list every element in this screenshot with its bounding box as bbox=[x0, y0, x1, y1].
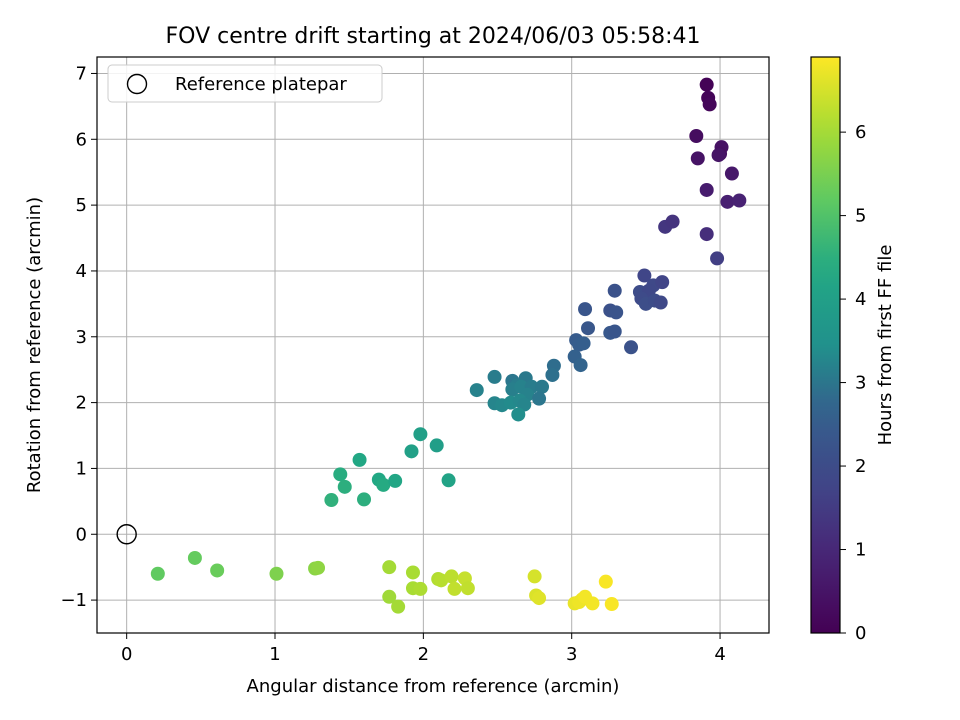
colorbar-tick-label: 4 bbox=[855, 289, 866, 310]
colorbar-tick-label: 2 bbox=[855, 456, 866, 477]
x-axis-label: Angular distance from reference (arcmin) bbox=[247, 676, 620, 697]
y-tick-label: 3 bbox=[76, 327, 87, 348]
colorbar-label: Hours from first FF file bbox=[875, 245, 896, 446]
data-point bbox=[604, 597, 619, 612]
data-point bbox=[150, 566, 165, 581]
colorbar-tick-label: 6 bbox=[855, 122, 866, 143]
data-point bbox=[444, 569, 459, 584]
data-point bbox=[532, 591, 547, 606]
reference-platepar-marker bbox=[116, 524, 137, 545]
legend-label-reference: Reference platepar bbox=[175, 74, 347, 95]
y-tick-label: 5 bbox=[76, 195, 87, 216]
data-points bbox=[150, 77, 747, 614]
data-point bbox=[357, 492, 372, 507]
y-axis-label: Rotation from reference (arcmin) bbox=[24, 197, 45, 493]
colorbar-ticks: 0 1 2 3 4 5 6 bbox=[840, 122, 866, 644]
data-point bbox=[210, 563, 225, 578]
data-point bbox=[689, 128, 704, 143]
data-point bbox=[545, 367, 560, 382]
data-point bbox=[269, 566, 284, 581]
data-point bbox=[469, 383, 484, 398]
x-tick-label: 4 bbox=[714, 644, 725, 665]
data-point bbox=[311, 560, 326, 575]
data-point bbox=[637, 268, 652, 283]
data-point bbox=[624, 340, 639, 355]
data-point bbox=[573, 358, 588, 373]
data-point bbox=[665, 214, 680, 229]
data-point bbox=[429, 438, 444, 453]
data-point bbox=[333, 467, 348, 482]
data-point bbox=[460, 581, 475, 596]
data-point bbox=[535, 379, 550, 394]
x-tick-label: 0 bbox=[121, 644, 132, 665]
data-point bbox=[527, 569, 542, 584]
data-point bbox=[337, 479, 352, 494]
legend: Reference platepar bbox=[107, 64, 383, 103]
data-point bbox=[578, 302, 593, 317]
data-point bbox=[413, 581, 428, 596]
y-tick-label: 0 bbox=[76, 524, 87, 545]
data-point bbox=[711, 148, 726, 163]
data-point bbox=[382, 589, 397, 604]
data-point bbox=[653, 295, 668, 310]
y-tick-label: 7 bbox=[76, 63, 87, 84]
data-point bbox=[441, 473, 456, 488]
data-point bbox=[511, 407, 526, 422]
data-point bbox=[404, 444, 419, 459]
y-tick-label: 4 bbox=[76, 261, 87, 282]
data-point bbox=[447, 581, 462, 596]
data-point bbox=[702, 97, 717, 112]
data-point bbox=[405, 565, 420, 580]
data-point bbox=[724, 166, 739, 181]
data-point bbox=[699, 227, 714, 242]
data-point bbox=[581, 321, 596, 336]
chart-title: FOV centre drift starting at 2024/06/03 … bbox=[166, 24, 701, 49]
colorbar-tick-label: 3 bbox=[855, 373, 866, 394]
y-axis-ticks: −1 0 1 2 3 4 5 6 7 bbox=[60, 63, 97, 611]
data-point bbox=[487, 369, 502, 384]
data-point bbox=[413, 427, 428, 442]
data-point bbox=[710, 251, 725, 266]
data-point bbox=[382, 560, 397, 575]
y-tick-label: 1 bbox=[76, 458, 87, 479]
data-point bbox=[699, 182, 714, 197]
y-tick-label: 2 bbox=[76, 393, 87, 414]
data-point bbox=[324, 493, 339, 508]
data-point bbox=[732, 193, 747, 208]
x-tick-label: 1 bbox=[269, 644, 280, 665]
data-point bbox=[585, 596, 600, 611]
data-point bbox=[598, 574, 613, 589]
data-point bbox=[388, 473, 403, 488]
y-tick-label: −1 bbox=[60, 590, 87, 611]
data-point bbox=[607, 283, 622, 298]
data-point bbox=[607, 324, 622, 339]
data-point bbox=[391, 599, 406, 614]
data-point bbox=[699, 77, 714, 92]
y-tick-label: 6 bbox=[76, 129, 87, 150]
x-tick-label: 2 bbox=[418, 644, 429, 665]
legend-marker-reference bbox=[126, 73, 148, 95]
data-point bbox=[187, 550, 202, 565]
data-point bbox=[576, 336, 591, 351]
plot-frame bbox=[96, 56, 770, 634]
reference-point-layer bbox=[116, 524, 137, 545]
legend-box bbox=[107, 64, 383, 103]
data-point bbox=[376, 477, 391, 492]
data-point bbox=[720, 194, 735, 209]
colorbar-tick-label: 5 bbox=[855, 206, 866, 227]
data-point bbox=[655, 275, 670, 290]
colorbar bbox=[810, 56, 841, 634]
colorbar-tick-label: 1 bbox=[855, 540, 866, 561]
grid bbox=[97, 57, 769, 633]
x-tick-label: 3 bbox=[566, 644, 577, 665]
data-point bbox=[532, 391, 547, 406]
x-axis-ticks: 0 1 2 3 4 bbox=[121, 633, 726, 665]
data-point bbox=[690, 151, 705, 166]
data-point bbox=[609, 305, 624, 320]
data-point bbox=[352, 452, 367, 467]
colorbar-tick-label: 0 bbox=[855, 623, 866, 644]
